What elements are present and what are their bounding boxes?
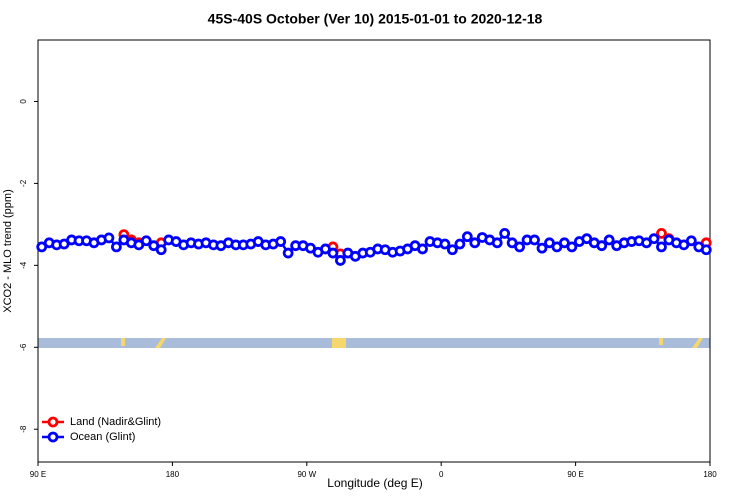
x-tick-label: 90 E	[567, 470, 583, 479]
data-point	[566, 241, 578, 253]
y-tick-label: 0	[19, 99, 28, 104]
y-axis-label: XCO2 - MLO trend (ppm)	[2, 189, 14, 312]
data-point	[461, 231, 473, 243]
data-point	[536, 242, 548, 254]
x-tick-label: 0	[439, 470, 444, 479]
series	[36, 227, 712, 266]
data-point	[446, 244, 458, 256]
x-tick-label: 90 W	[297, 470, 316, 479]
data-point	[596, 240, 608, 252]
data-point	[282, 247, 294, 259]
data-point	[514, 241, 525, 253]
y-tick-label: -6	[19, 343, 28, 351]
data-point	[685, 235, 697, 247]
x-axis-label: Longitude (deg E)	[327, 476, 422, 490]
data-point	[417, 243, 428, 255]
data-point	[469, 237, 481, 249]
data-point	[439, 238, 451, 250]
y-tick-label: -8	[19, 425, 28, 433]
data-point	[327, 247, 339, 259]
data-point	[155, 244, 167, 256]
y-tick-label: -2	[19, 179, 28, 187]
data-point	[491, 237, 503, 249]
data-point	[656, 227, 667, 239]
legend-label: Land (Nadir&Glint)	[70, 416, 161, 428]
data-point	[499, 227, 511, 239]
data-point	[529, 234, 540, 246]
land-patch	[659, 338, 663, 345]
legend: Land (Nadir&Glint) Ocean (Glint)	[42, 416, 161, 443]
ocean-band	[38, 338, 710, 348]
land-patch	[332, 338, 346, 348]
data-point	[140, 235, 152, 247]
legend-marker	[47, 431, 59, 443]
data-point	[111, 241, 122, 253]
surface-band	[38, 338, 710, 348]
data-point	[656, 241, 667, 253]
data-point	[454, 238, 466, 250]
x-tick-label: 90 E	[30, 470, 46, 479]
land-patch	[155, 338, 166, 348]
data-point	[275, 236, 287, 247]
data-point	[103, 232, 115, 244]
data-point	[603, 234, 615, 246]
land-patch	[692, 338, 703, 348]
data-point	[700, 244, 712, 256]
y-tick-label: -4	[19, 261, 28, 269]
land-patch	[121, 338, 125, 346]
x-tick-label: 180	[703, 470, 717, 479]
chart-title: 45S-40S October (Ver 10) 2015-01-01 to 2…	[208, 11, 543, 27]
x-tick-label: 180	[166, 470, 180, 479]
data-point	[648, 233, 660, 245]
legend-label: Ocean (Glint)	[70, 431, 135, 443]
legend-marker	[47, 416, 59, 428]
data-point	[334, 255, 346, 266]
